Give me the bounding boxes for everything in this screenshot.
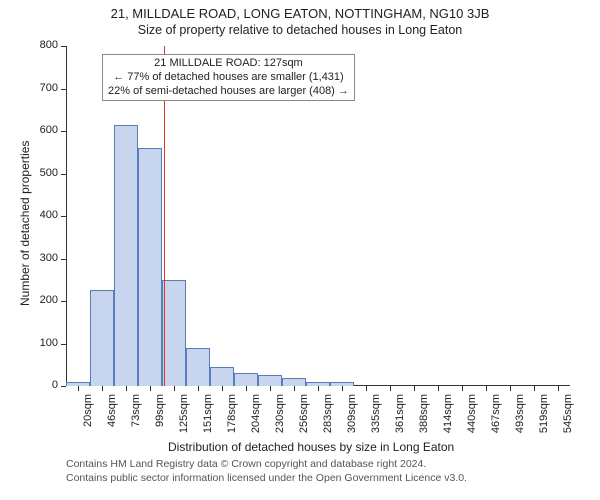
license-text: Contains HM Land Registry data © Crown c… — [66, 458, 467, 485]
x-tick-label: 414sqm — [442, 394, 454, 442]
x-tick — [294, 386, 295, 391]
histogram-bar — [210, 367, 234, 386]
x-tick — [270, 386, 271, 391]
x-tick-label: 440sqm — [466, 394, 478, 442]
x-tick — [366, 386, 367, 391]
y-tick — [61, 174, 66, 175]
x-tick-label: 46sqm — [106, 394, 118, 442]
x-tick-label: 493sqm — [514, 394, 526, 442]
x-tick-label: 73sqm — [130, 394, 142, 442]
y-axis — [66, 46, 67, 386]
y-tick — [61, 259, 66, 260]
x-tick-label: 467sqm — [490, 394, 502, 442]
y-tick — [61, 386, 66, 387]
histogram-bar — [186, 348, 210, 386]
histogram-bar — [258, 375, 282, 386]
y-tick-label: 700 — [30, 82, 58, 94]
y-tick-label: 500 — [30, 167, 58, 179]
histogram-bar — [162, 280, 186, 386]
x-tick-label: 545sqm — [562, 394, 574, 442]
chart-title: 21, MILLDALE ROAD, LONG EATON, NOTTINGHA… — [0, 0, 600, 21]
x-tick-label: 204sqm — [250, 394, 262, 442]
x-tick — [558, 386, 559, 391]
histogram-bar — [282, 378, 306, 387]
x-tick — [342, 386, 343, 391]
y-tick-label: 300 — [30, 252, 58, 264]
x-tick-label: 230sqm — [274, 394, 286, 442]
x-tick — [150, 386, 151, 391]
x-tick-label: 99sqm — [154, 394, 166, 442]
annotation-line2: ← 77% of detached houses are smaller (1,… — [108, 71, 349, 85]
y-tick — [61, 301, 66, 302]
x-tick-label: 309sqm — [346, 394, 358, 442]
y-tick-label: 0 — [30, 379, 58, 391]
x-tick-label: 335sqm — [370, 394, 382, 442]
x-tick — [510, 386, 511, 391]
annotation-box: 21 MILLDALE ROAD: 127sqm ← 77% of detach… — [102, 54, 355, 101]
histogram-bar — [90, 290, 114, 386]
x-tick-label: 178sqm — [226, 394, 238, 442]
x-tick — [126, 386, 127, 391]
chart-container: 21, MILLDALE ROAD, LONG EATON, NOTTINGHA… — [0, 0, 600, 500]
histogram-bar — [114, 125, 138, 386]
x-tick-label: 519sqm — [538, 394, 550, 442]
x-tick — [198, 386, 199, 391]
histogram-bar — [138, 148, 162, 386]
y-tick-label: 800 — [30, 39, 58, 51]
x-tick-label: 125sqm — [178, 394, 190, 442]
x-axis-label: Distribution of detached houses by size … — [168, 440, 454, 454]
x-tick-label: 20sqm — [82, 394, 94, 442]
x-tick-label: 283sqm — [322, 394, 334, 442]
annotation-line3: 22% of semi-detached houses are larger (… — [108, 85, 349, 99]
x-tick — [414, 386, 415, 391]
y-axis-label: Number of detached properties — [18, 141, 32, 306]
y-tick — [61, 344, 66, 345]
x-tick — [534, 386, 535, 391]
y-tick-label: 200 — [30, 294, 58, 306]
y-tick — [61, 46, 66, 47]
y-tick-label: 400 — [30, 209, 58, 221]
y-tick — [61, 216, 66, 217]
x-tick — [318, 386, 319, 391]
x-tick — [438, 386, 439, 391]
y-tick-label: 100 — [30, 337, 58, 349]
x-tick — [174, 386, 175, 391]
x-tick — [246, 386, 247, 391]
x-tick-label: 151sqm — [202, 394, 214, 442]
y-tick-label: 600 — [30, 124, 58, 136]
annotation-line1: 21 MILLDALE ROAD: 127sqm — [108, 57, 349, 71]
license-line1: Contains HM Land Registry data © Crown c… — [66, 458, 467, 472]
x-tick-label: 256sqm — [298, 394, 310, 442]
histogram-bar — [234, 373, 258, 386]
x-tick — [222, 386, 223, 391]
x-tick — [78, 386, 79, 391]
x-tick — [486, 386, 487, 391]
x-tick-label: 388sqm — [418, 394, 430, 442]
y-tick — [61, 131, 66, 132]
license-line2: Contains public sector information licen… — [66, 472, 467, 486]
x-tick — [390, 386, 391, 391]
y-tick — [61, 89, 66, 90]
x-tick — [462, 386, 463, 391]
chart-subtitle: Size of property relative to detached ho… — [0, 21, 600, 37]
x-tick-label: 361sqm — [394, 394, 406, 442]
x-tick — [102, 386, 103, 391]
